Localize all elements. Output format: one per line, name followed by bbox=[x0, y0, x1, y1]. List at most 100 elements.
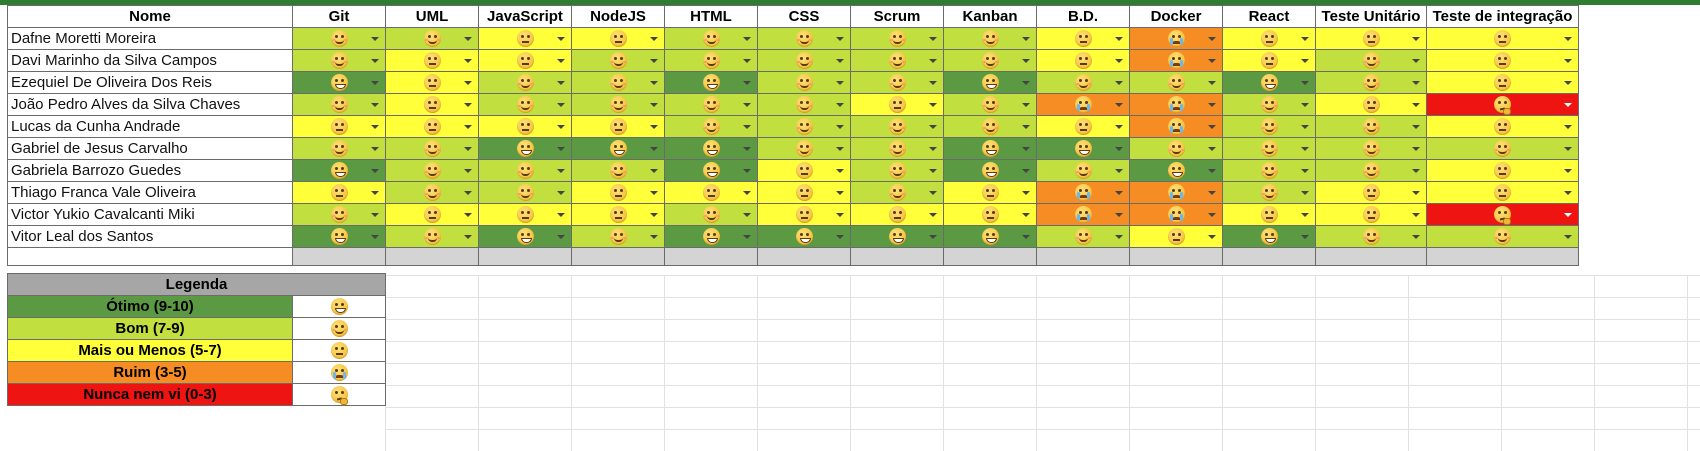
dropdown-arrow-icon[interactable] bbox=[1208, 58, 1216, 63]
dropdown-arrow-icon[interactable] bbox=[464, 146, 472, 151]
skill-level-dropdown-cell[interactable] bbox=[943, 115, 1037, 138]
skill-level-dropdown-cell[interactable] bbox=[757, 71, 851, 94]
skill-level-dropdown-cell[interactable] bbox=[850, 93, 944, 116]
skill-level-dropdown-cell[interactable] bbox=[850, 115, 944, 138]
dropdown-arrow-icon[interactable] bbox=[836, 80, 844, 85]
skill-level-dropdown-cell[interactable] bbox=[1426, 181, 1579, 204]
dropdown-arrow-icon[interactable] bbox=[1564, 124, 1572, 129]
skill-level-dropdown-cell[interactable] bbox=[664, 225, 758, 248]
skill-level-dropdown-cell[interactable] bbox=[385, 137, 479, 160]
column-header-skill[interactable]: NodeJS bbox=[571, 5, 665, 28]
skill-level-dropdown-cell[interactable] bbox=[1222, 49, 1316, 72]
dropdown-arrow-icon[interactable] bbox=[371, 168, 379, 173]
dropdown-arrow-icon[interactable] bbox=[1412, 124, 1420, 129]
skill-level-dropdown-cell[interactable] bbox=[943, 225, 1037, 248]
dropdown-arrow-icon[interactable] bbox=[1301, 124, 1309, 129]
dropdown-arrow-icon[interactable] bbox=[1115, 124, 1123, 129]
dropdown-arrow-icon[interactable] bbox=[1115, 168, 1123, 173]
skill-level-dropdown-cell[interactable] bbox=[757, 93, 851, 116]
dropdown-arrow-icon[interactable] bbox=[650, 80, 658, 85]
skill-level-dropdown-cell[interactable] bbox=[478, 49, 572, 72]
skill-level-dropdown-cell[interactable] bbox=[478, 71, 572, 94]
dropdown-arrow-icon[interactable] bbox=[929, 212, 937, 217]
skill-level-dropdown-cell[interactable] bbox=[292, 115, 386, 138]
dropdown-arrow-icon[interactable] bbox=[371, 36, 379, 41]
dropdown-arrow-icon[interactable] bbox=[1564, 212, 1572, 217]
dropdown-arrow-icon[interactable] bbox=[1208, 190, 1216, 195]
column-header-skill[interactable]: JavaScript bbox=[478, 5, 572, 28]
skill-level-dropdown-cell[interactable] bbox=[943, 71, 1037, 94]
skill-level-dropdown-cell[interactable] bbox=[1315, 49, 1427, 72]
dropdown-arrow-icon[interactable] bbox=[1208, 124, 1216, 129]
column-header-skill[interactable]: Kanban bbox=[943, 5, 1037, 28]
dropdown-arrow-icon[interactable] bbox=[650, 234, 658, 239]
dropdown-arrow-icon[interactable] bbox=[650, 58, 658, 63]
skill-level-dropdown-cell[interactable] bbox=[1222, 181, 1316, 204]
legend-emoji-cell[interactable] bbox=[292, 361, 386, 384]
dropdown-arrow-icon[interactable] bbox=[1022, 234, 1030, 239]
dropdown-arrow-icon[interactable] bbox=[1115, 102, 1123, 107]
gray-band-cell[interactable] bbox=[664, 247, 758, 266]
skill-level-dropdown-cell[interactable] bbox=[664, 49, 758, 72]
dropdown-arrow-icon[interactable] bbox=[836, 212, 844, 217]
skill-level-dropdown-cell[interactable] bbox=[292, 49, 386, 72]
dropdown-arrow-icon[interactable] bbox=[1115, 146, 1123, 151]
dropdown-arrow-icon[interactable] bbox=[1564, 58, 1572, 63]
skill-level-dropdown-cell[interactable] bbox=[571, 49, 665, 72]
skill-level-dropdown-cell[interactable] bbox=[943, 203, 1037, 226]
column-header-skill[interactable]: Teste de integração bbox=[1426, 5, 1579, 28]
dropdown-arrow-icon[interactable] bbox=[1208, 102, 1216, 107]
skill-level-dropdown-cell[interactable] bbox=[385, 93, 479, 116]
legend-label[interactable]: Ótimo (9-10) bbox=[7, 295, 293, 318]
dropdown-arrow-icon[interactable] bbox=[1022, 36, 1030, 41]
column-header-skill[interactable]: Git bbox=[292, 5, 386, 28]
dropdown-arrow-icon[interactable] bbox=[557, 102, 565, 107]
skill-level-dropdown-cell[interactable] bbox=[385, 159, 479, 182]
skill-level-dropdown-cell[interactable] bbox=[1036, 181, 1130, 204]
skill-level-dropdown-cell[interactable] bbox=[292, 159, 386, 182]
dropdown-arrow-icon[interactable] bbox=[557, 36, 565, 41]
dropdown-arrow-icon[interactable] bbox=[1115, 212, 1123, 217]
skill-level-dropdown-cell[interactable] bbox=[1222, 71, 1316, 94]
skill-level-dropdown-cell[interactable] bbox=[1315, 137, 1427, 160]
skill-level-dropdown-cell[interactable] bbox=[571, 225, 665, 248]
skill-level-dropdown-cell[interactable] bbox=[943, 159, 1037, 182]
dropdown-arrow-icon[interactable] bbox=[650, 168, 658, 173]
skill-level-dropdown-cell[interactable] bbox=[1036, 159, 1130, 182]
student-name-cell[interactable]: Lucas da Cunha Andrade bbox=[7, 115, 293, 138]
dropdown-arrow-icon[interactable] bbox=[1208, 80, 1216, 85]
skill-level-dropdown-cell[interactable] bbox=[571, 137, 665, 160]
dropdown-arrow-icon[interactable] bbox=[1564, 146, 1572, 151]
skill-level-dropdown-cell[interactable] bbox=[757, 181, 851, 204]
dropdown-arrow-icon[interactable] bbox=[1301, 58, 1309, 63]
column-header-skill[interactable]: UML bbox=[385, 5, 479, 28]
skill-level-dropdown-cell[interactable] bbox=[1315, 115, 1427, 138]
column-header-skill[interactable]: React bbox=[1222, 5, 1316, 28]
gray-band-cell[interactable] bbox=[292, 247, 386, 266]
skill-level-dropdown-cell[interactable] bbox=[478, 225, 572, 248]
dropdown-arrow-icon[interactable] bbox=[371, 58, 379, 63]
skill-level-dropdown-cell[interactable] bbox=[664, 71, 758, 94]
dropdown-arrow-icon[interactable] bbox=[836, 234, 844, 239]
dropdown-arrow-icon[interactable] bbox=[1208, 212, 1216, 217]
dropdown-arrow-icon[interactable] bbox=[650, 124, 658, 129]
dropdown-arrow-icon[interactable] bbox=[1022, 190, 1030, 195]
dropdown-arrow-icon[interactable] bbox=[1022, 58, 1030, 63]
skill-level-dropdown-cell[interactable] bbox=[664, 137, 758, 160]
skill-level-dropdown-cell[interactable] bbox=[664, 159, 758, 182]
skill-level-dropdown-cell[interactable] bbox=[757, 225, 851, 248]
legend-title[interactable]: Legenda bbox=[7, 273, 386, 296]
skill-level-dropdown-cell[interactable] bbox=[571, 159, 665, 182]
skill-level-dropdown-cell[interactable] bbox=[943, 181, 1037, 204]
dropdown-arrow-icon[interactable] bbox=[650, 36, 658, 41]
skill-level-dropdown-cell[interactable] bbox=[1036, 225, 1130, 248]
skill-level-dropdown-cell[interactable] bbox=[1129, 27, 1223, 50]
skill-level-dropdown-cell[interactable] bbox=[850, 225, 944, 248]
skill-level-dropdown-cell[interactable] bbox=[1315, 27, 1427, 50]
skill-level-dropdown-cell[interactable] bbox=[571, 203, 665, 226]
skill-level-dropdown-cell[interactable] bbox=[943, 137, 1037, 160]
dropdown-arrow-icon[interactable] bbox=[743, 146, 751, 151]
dropdown-arrow-icon[interactable] bbox=[1412, 58, 1420, 63]
skill-level-dropdown-cell[interactable] bbox=[1315, 225, 1427, 248]
dropdown-arrow-icon[interactable] bbox=[1301, 102, 1309, 107]
